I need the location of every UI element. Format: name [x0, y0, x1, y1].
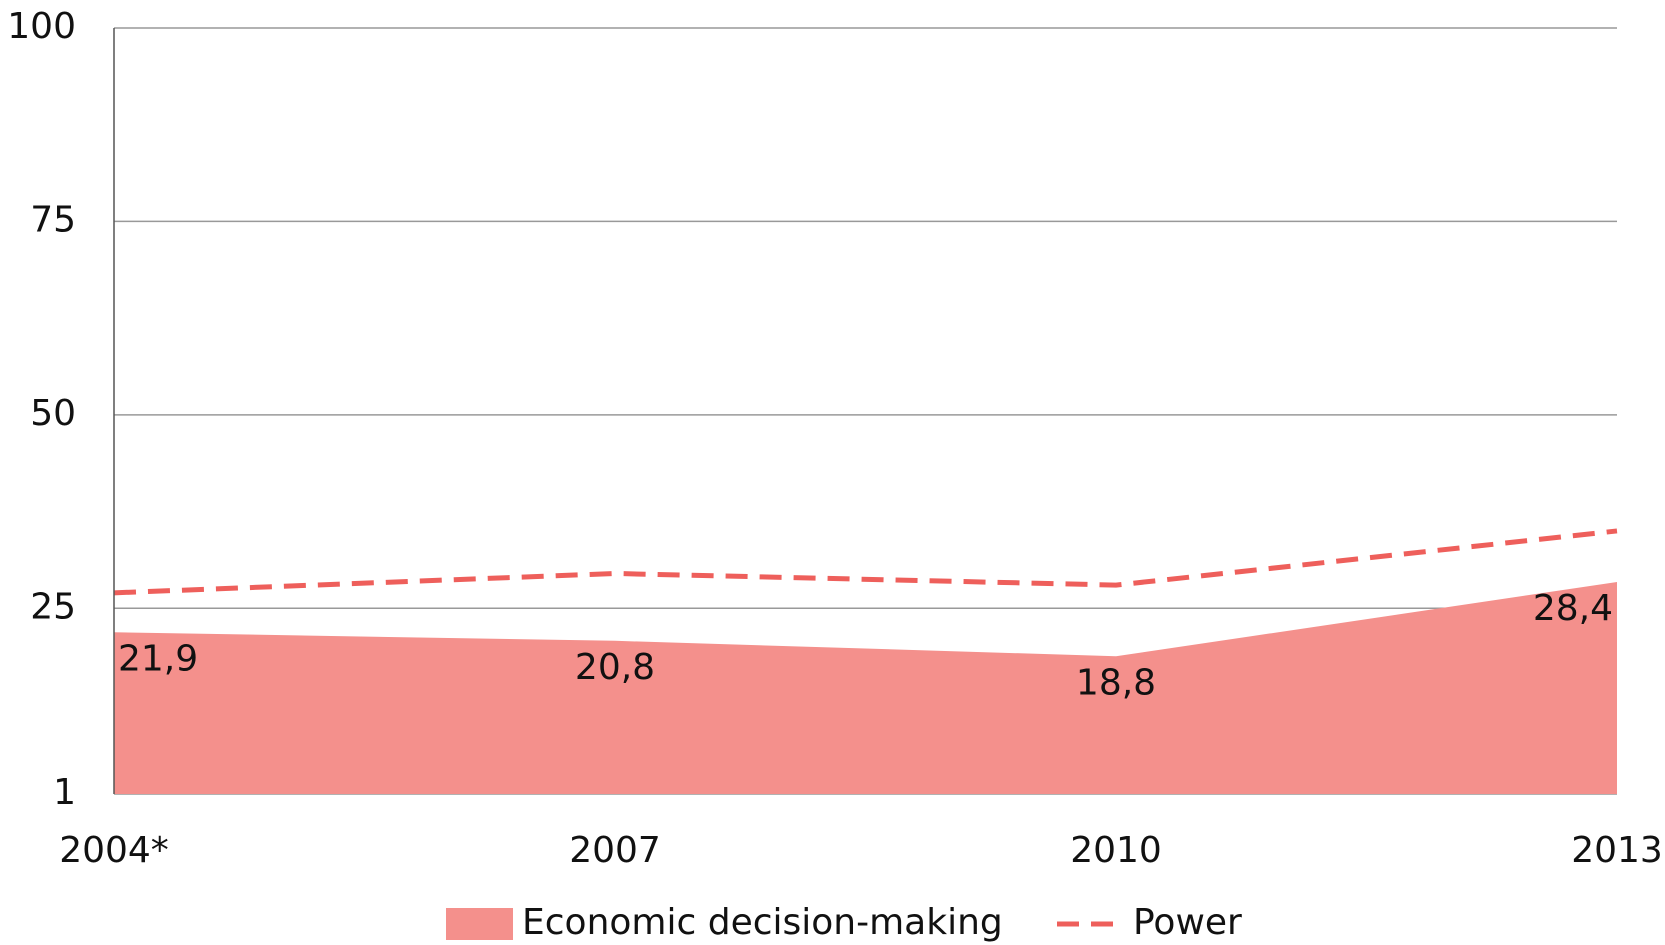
x-tick-label: 2010	[1070, 830, 1162, 871]
data-label: 20,8	[575, 647, 655, 688]
y-tick-label: 100	[7, 6, 76, 47]
y-tick-label: 1	[53, 772, 76, 813]
data-label: 18,8	[1076, 662, 1156, 703]
x-tick-label: 2013	[1571, 830, 1663, 871]
line	[113, 528, 1618, 596]
data-label: 21,9	[118, 638, 198, 679]
y-tick-label: 25	[30, 586, 76, 627]
legend-label: Economic decision-making	[522, 902, 1003, 943]
y-tick-label: 75	[30, 199, 76, 240]
y-tick-label: 50	[30, 393, 76, 434]
x-tick-label: 2004*	[59, 830, 169, 871]
data-label: 28,4	[1533, 588, 1613, 629]
legend-label: Power	[1133, 902, 1242, 943]
legend-swatch	[446, 908, 513, 940]
area	[114, 581, 1617, 794]
x-tick-label: 2007	[569, 830, 661, 871]
